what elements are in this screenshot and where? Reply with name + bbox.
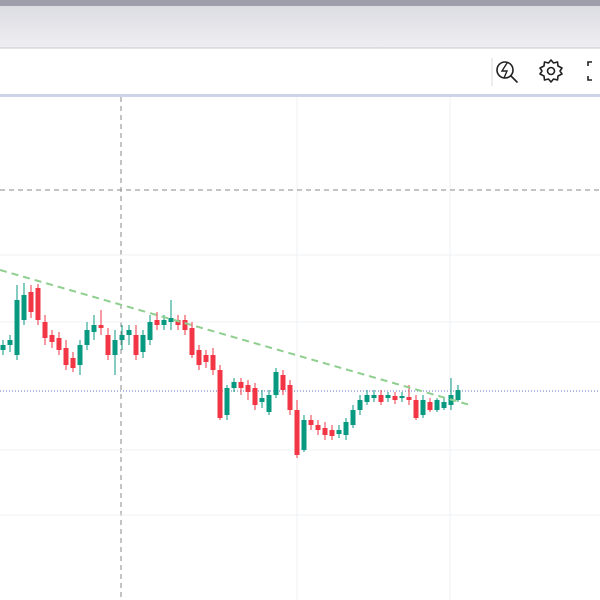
candle-body xyxy=(126,330,132,335)
candle-body xyxy=(98,325,104,328)
candle-body xyxy=(406,397,412,400)
candle-body xyxy=(168,318,174,322)
candle-body xyxy=(329,430,335,436)
settings-icon[interactable] xyxy=(539,59,563,83)
candle-body xyxy=(357,400,363,410)
candle-body xyxy=(147,322,153,340)
candle-body xyxy=(245,385,251,392)
candle-body xyxy=(336,430,342,434)
candle-body xyxy=(84,330,90,345)
candle-body xyxy=(21,295,27,320)
candle-body xyxy=(343,422,349,435)
candle-body xyxy=(413,400,419,418)
candle-body xyxy=(210,355,216,370)
candle-body xyxy=(0,345,6,350)
candle-body xyxy=(175,320,181,325)
candle-body xyxy=(280,375,286,390)
candle-body xyxy=(364,395,370,402)
candle-body xyxy=(441,402,447,408)
candle-body xyxy=(119,335,125,340)
candle-body xyxy=(105,335,111,355)
candle-body xyxy=(203,355,209,362)
candle-body xyxy=(350,410,356,425)
candle-body xyxy=(273,372,279,395)
quick-search-icon[interactable] xyxy=(496,61,518,83)
candle-body xyxy=(133,335,139,355)
candle-body xyxy=(420,400,426,415)
candle-body xyxy=(266,395,272,412)
candle-body xyxy=(427,402,433,410)
candle-body xyxy=(112,340,118,355)
candle-body xyxy=(259,398,265,402)
candle-body xyxy=(301,420,307,450)
candle-body xyxy=(63,348,69,365)
candle-body xyxy=(315,425,321,430)
candle-body xyxy=(322,428,328,435)
candle-body xyxy=(182,320,188,330)
candle-body xyxy=(189,328,195,355)
candle-body xyxy=(378,395,384,402)
trendline xyxy=(0,269,471,406)
candle-body xyxy=(434,400,440,410)
candle-body xyxy=(224,388,230,415)
fullscreen-icon[interactable] xyxy=(587,61,592,81)
candle-body xyxy=(154,320,160,325)
candle-body xyxy=(238,382,244,388)
candle-body xyxy=(287,385,293,410)
top-bar xyxy=(0,6,600,48)
candle-body xyxy=(28,292,34,312)
candle-body xyxy=(35,288,41,320)
candle-body xyxy=(294,410,300,455)
candle-body xyxy=(252,388,258,405)
candle-body xyxy=(161,320,167,325)
candle-body xyxy=(455,390,461,400)
candle-body xyxy=(70,358,76,368)
candle-body xyxy=(392,396,398,400)
candle-body xyxy=(42,322,48,338)
candle-body xyxy=(7,340,13,345)
candle-body xyxy=(385,395,391,398)
candle-body xyxy=(77,345,83,365)
top-border xyxy=(0,0,600,6)
candle-body xyxy=(91,325,97,332)
candle-body xyxy=(49,335,55,342)
candle-body xyxy=(399,396,405,398)
candle-body xyxy=(14,300,20,355)
candle-body xyxy=(231,382,237,388)
candle-body xyxy=(56,338,62,350)
candle-body xyxy=(371,395,377,398)
candle-body xyxy=(217,370,223,418)
toolbar xyxy=(0,49,600,94)
candle-body xyxy=(196,350,202,365)
candle-body xyxy=(140,335,146,352)
candle-body xyxy=(308,420,314,425)
toolbar-separator xyxy=(0,94,600,97)
